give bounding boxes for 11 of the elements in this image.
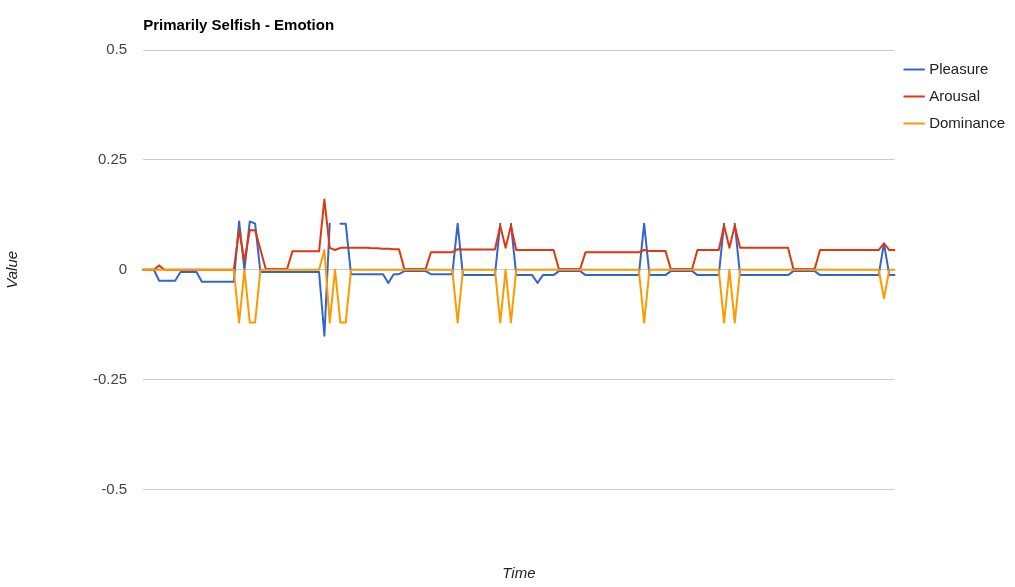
chart-title: Primarily Selfish - Emotion <box>143 16 335 34</box>
y-tick-label: -0.5 <box>101 479 128 497</box>
y-tick-label: -0.25 <box>92 369 128 387</box>
y-tick-label: 0.5 <box>106 40 128 58</box>
legend-label: Dominance <box>929 113 1005 131</box>
y-tick-label: 0 <box>118 259 128 277</box>
x-axis-title: Time <box>502 564 536 582</box>
legend-label: Pleasure <box>929 59 989 77</box>
legend-label: Arousal <box>929 86 980 104</box>
y-axis-title: Value <box>3 250 21 289</box>
y-tick-label: 0.25 <box>97 150 128 168</box>
